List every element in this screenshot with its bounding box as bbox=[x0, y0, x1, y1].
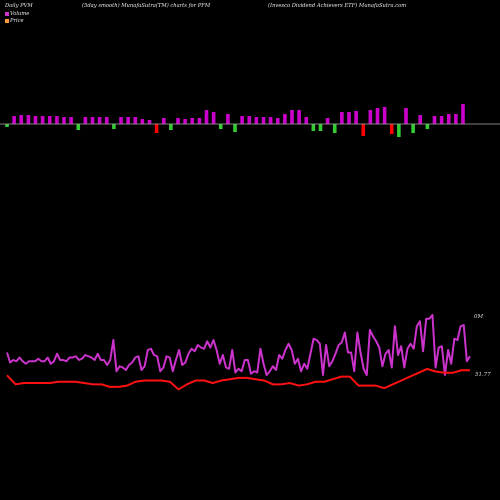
pvm-bar bbox=[283, 114, 287, 124]
pvm-bar bbox=[169, 124, 173, 130]
pvm-bar bbox=[83, 117, 88, 124]
pvm-bar bbox=[275, 118, 280, 124]
pvm-bar bbox=[404, 108, 408, 124]
pvm-bar bbox=[361, 124, 366, 136]
pvm-bar bbox=[425, 124, 430, 129]
pvm-bar bbox=[261, 117, 266, 124]
pvm-bar bbox=[311, 124, 316, 131]
pvm-bar bbox=[33, 116, 38, 124]
pvm-bar bbox=[161, 118, 166, 124]
chart-title-right: (Invesco Dividend Achievers ETF) MunafaS… bbox=[268, 3, 407, 9]
pvm-bar bbox=[368, 110, 373, 124]
pvm-bar bbox=[147, 120, 152, 124]
pvm-bar bbox=[432, 116, 437, 124]
pvm-bar bbox=[62, 117, 66, 124]
pvm-bar bbox=[19, 115, 24, 124]
pvm-bar bbox=[183, 119, 187, 124]
legend-price-label: Price bbox=[10, 18, 24, 24]
pvm-bar bbox=[240, 116, 244, 124]
pvm-bar bbox=[439, 116, 444, 124]
pvm-bar bbox=[190, 118, 195, 124]
pvm-bar bbox=[304, 117, 309, 124]
pvm-bar bbox=[461, 104, 465, 124]
pvm-bar bbox=[204, 110, 209, 124]
price-end-label: 51.77 bbox=[475, 372, 491, 378]
legend-price-swatch bbox=[5, 18, 9, 23]
pvm-bar bbox=[446, 114, 451, 124]
legend-volume: Volume bbox=[5, 11, 29, 17]
pvm-bar bbox=[176, 118, 180, 124]
pvm-bar bbox=[418, 115, 423, 124]
legend-volume-swatch bbox=[5, 11, 9, 16]
pvm-bar bbox=[90, 117, 95, 124]
pvm-bar bbox=[126, 117, 130, 124]
pvm-bar bbox=[325, 118, 330, 124]
pvm-bar bbox=[375, 108, 380, 124]
pvm-bar bbox=[119, 117, 123, 124]
pvm-bar bbox=[347, 112, 351, 124]
pvm-bar bbox=[354, 111, 358, 124]
pvm-bar bbox=[318, 124, 323, 131]
pvm-bar bbox=[247, 116, 252, 124]
pvm-bar bbox=[332, 124, 337, 133]
volume-line bbox=[6, 314, 471, 376]
pvm-bar bbox=[290, 110, 294, 124]
pvm-bar bbox=[389, 124, 394, 134]
pvm-bar bbox=[211, 112, 216, 124]
pvm-bar bbox=[5, 124, 9, 127]
pvm-bar bbox=[233, 124, 237, 132]
pvm-bar bbox=[69, 117, 73, 124]
pvm-bar bbox=[76, 124, 81, 130]
pvm-bar bbox=[268, 117, 273, 124]
pvm-bar bbox=[197, 118, 202, 124]
pvm-bar bbox=[112, 124, 116, 129]
pvm-bar bbox=[411, 124, 415, 133]
chart-title-center: (5day smooth) MunafaSutra(TM) charts for… bbox=[82, 3, 211, 9]
pvm-bar bbox=[226, 114, 230, 124]
pvm-bar bbox=[47, 116, 52, 124]
pvm-bar bbox=[454, 114, 458, 124]
legend-price: Price bbox=[5, 18, 24, 24]
pvm-bars bbox=[5, 104, 465, 137]
volume-end-label: 0M bbox=[474, 314, 483, 320]
pvm-bar bbox=[40, 116, 45, 124]
legend-volume-label: Volume bbox=[10, 11, 30, 17]
pvm-bar bbox=[97, 117, 102, 124]
pvm-bar bbox=[382, 107, 387, 124]
pvm-bar bbox=[26, 115, 31, 124]
pvm-bar bbox=[140, 119, 145, 124]
pvm-bar bbox=[297, 110, 301, 124]
pvm-bar bbox=[12, 116, 16, 124]
pvm-bar bbox=[154, 124, 159, 133]
pvm-bar bbox=[133, 117, 138, 124]
pvm-bar bbox=[340, 112, 344, 124]
chart-title-left: Daily PVM bbox=[5, 3, 33, 9]
pvm-bar bbox=[218, 124, 223, 129]
pvm-bar bbox=[104, 117, 109, 124]
pvm-bar bbox=[254, 117, 259, 124]
pvm-bar bbox=[397, 124, 401, 137]
pvm-bar bbox=[55, 116, 59, 124]
price-line bbox=[6, 367, 470, 391]
